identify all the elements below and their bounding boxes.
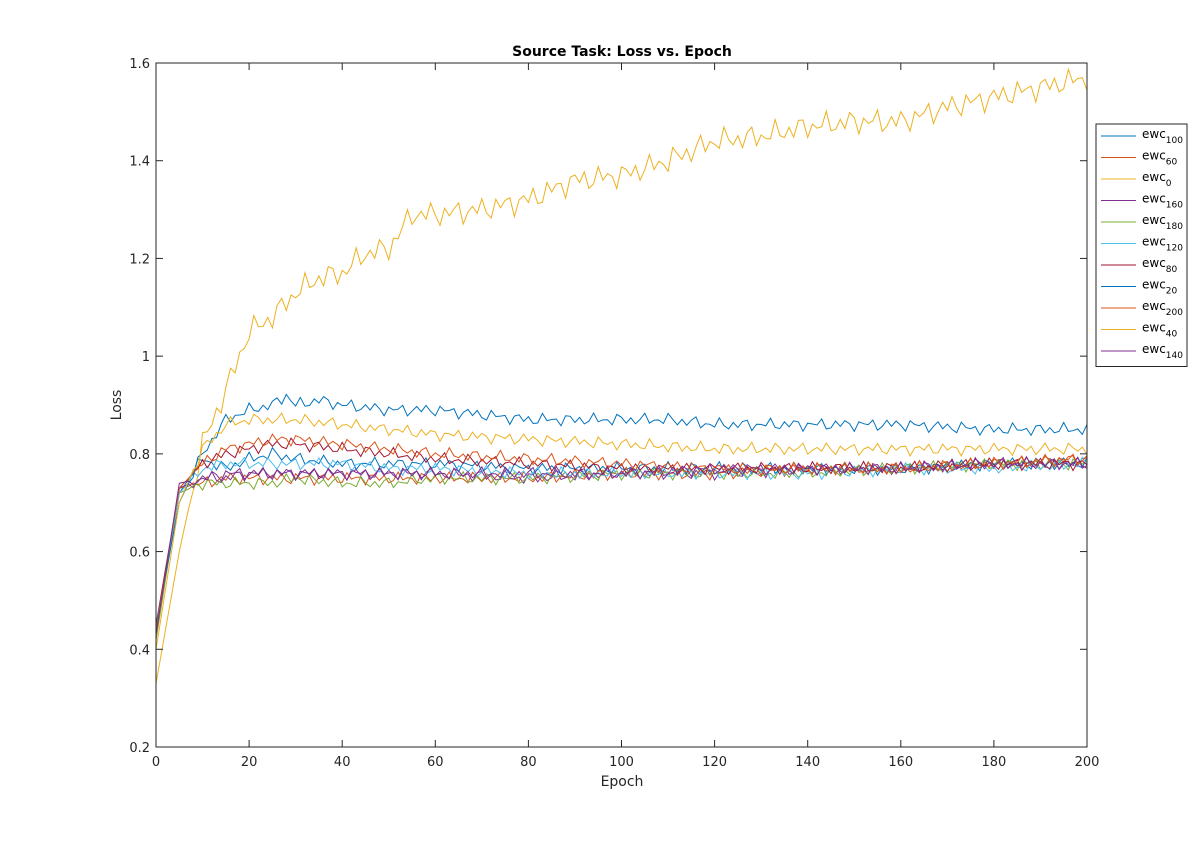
legend-entry-name: ewc xyxy=(1142,235,1166,249)
y-tick-label: 1.6 xyxy=(129,57,150,72)
series-line-ewc-0 xyxy=(155,67,1088,684)
legend: ewc100ewc60ewc0ewc160ewc180ewc120ewc80ew… xyxy=(1095,123,1188,367)
legend-entry-subscript: 20 xyxy=(1166,287,1178,297)
x-tick-label: 180 xyxy=(981,755,1006,770)
legend-entry-subscript: 160 xyxy=(1166,201,1183,211)
legend-box xyxy=(1095,123,1188,367)
legend-entry-label: ewc140 xyxy=(1142,342,1183,361)
legend-entry-label: ewc180 xyxy=(1142,213,1183,232)
legend-entry-label: ewc80 xyxy=(1142,256,1178,275)
series-line-ewc-40 xyxy=(155,412,1088,650)
legend-entry-name: ewc xyxy=(1142,342,1166,356)
series-line-ewc-180 xyxy=(155,457,1088,640)
legend-entry-label: ewc160 xyxy=(1142,192,1183,211)
series-line-ewc-140 xyxy=(155,456,1088,635)
y-axis-ticks: 0.2 0.4 0.6 0.8 1 1.2 1.4 1.6 xyxy=(129,57,1087,756)
legend-entry-label: ewc20 xyxy=(1142,278,1178,297)
plot-series-group xyxy=(155,67,1088,684)
x-axis-ticks: 0 20 40 60 80 100 120 140 160 180 200 xyxy=(152,63,1100,770)
x-axis-title: Epoch xyxy=(601,774,644,790)
legend-entry-name: ewc xyxy=(1142,278,1166,292)
y-tick-label: 1.4 xyxy=(129,155,150,170)
series-line-ewc-200 xyxy=(155,433,1088,630)
x-tick-label: 80 xyxy=(520,755,537,770)
legend-entry-subscript: 200 xyxy=(1166,308,1183,318)
legend-entry-label: ewc120 xyxy=(1142,235,1183,254)
y-tick-label: 1.2 xyxy=(129,252,150,267)
y-tick-label: 0.6 xyxy=(129,546,150,561)
x-tick-label: 140 xyxy=(795,755,820,770)
legend-entry-name: ewc xyxy=(1142,149,1166,163)
legend-entry-name: ewc xyxy=(1142,213,1166,227)
legend-entry-subscript: 180 xyxy=(1166,222,1183,232)
legend-entry-name: ewc xyxy=(1142,321,1166,335)
legend-entry-subscript: 140 xyxy=(1166,351,1183,361)
legend-entry-subscript: 120 xyxy=(1166,244,1183,254)
y-tick-label: 0.4 xyxy=(129,643,150,658)
x-tick-label: 40 xyxy=(334,755,351,770)
series-line-ewc-100 xyxy=(155,446,1088,630)
x-tick-label: 0 xyxy=(152,755,160,770)
y-axis-title: Loss xyxy=(109,390,125,421)
legend-entry-subscript: 0 xyxy=(1166,179,1172,189)
y-tick-label: 0.8 xyxy=(129,448,150,463)
legend-entry-label: ewc0 xyxy=(1142,170,1172,189)
y-tick-label: 1 xyxy=(142,350,150,365)
legend-entry-label: ewc60 xyxy=(1142,149,1178,168)
legend-entry-subscript: 80 xyxy=(1166,265,1178,275)
legend-entry-label: ewc40 xyxy=(1142,321,1178,340)
series-line-ewc-120 xyxy=(155,456,1088,630)
x-tick-label: 20 xyxy=(241,755,258,770)
legend-entry-subscript: 60 xyxy=(1166,158,1178,168)
legend-entry-label: ewc100 xyxy=(1142,127,1183,146)
y-tick-label: 0.2 xyxy=(129,741,150,756)
legend-entry-name: ewc xyxy=(1142,170,1166,184)
legend-entry-label: ewc200 xyxy=(1142,299,1183,318)
legend-entry-name: ewc xyxy=(1142,299,1166,313)
series-line-ewc-60 xyxy=(155,453,1088,640)
series-line-ewc-160 xyxy=(155,455,1088,635)
legend-entry-subscript: 100 xyxy=(1166,136,1183,146)
legend-entry-name: ewc xyxy=(1142,256,1166,270)
legend-entry-name: ewc xyxy=(1142,127,1166,141)
series-line-ewc-20 xyxy=(155,393,1088,625)
x-tick-label: 100 xyxy=(609,755,634,770)
chart-title: Source Task: Loss vs. Epoch xyxy=(512,44,732,60)
x-tick-label: 200 xyxy=(1075,755,1100,770)
legend-entry-subscript: 40 xyxy=(1166,330,1178,340)
x-tick-label: 60 xyxy=(427,755,444,770)
x-tick-label: 120 xyxy=(702,755,727,770)
legend-entry-name: ewc xyxy=(1142,192,1166,206)
x-tick-label: 160 xyxy=(888,755,913,770)
